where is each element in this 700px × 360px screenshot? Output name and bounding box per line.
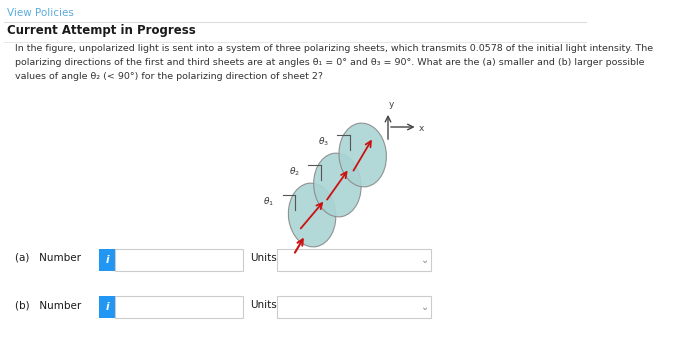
Ellipse shape bbox=[288, 183, 336, 247]
Text: values of angle θ₂ (< 90°) for the polarizing direction of sheet 2?: values of angle θ₂ (< 90°) for the polar… bbox=[15, 72, 323, 81]
Text: y: y bbox=[389, 100, 394, 109]
FancyBboxPatch shape bbox=[115, 296, 243, 318]
FancyBboxPatch shape bbox=[277, 249, 431, 271]
Text: ⌄: ⌄ bbox=[421, 255, 429, 265]
Text: $\theta_3$: $\theta_3$ bbox=[318, 136, 329, 148]
Text: $\theta_1$: $\theta_1$ bbox=[263, 196, 274, 208]
FancyBboxPatch shape bbox=[99, 296, 116, 318]
Text: $\theta_2$: $\theta_2$ bbox=[288, 166, 300, 178]
Text: i: i bbox=[106, 302, 109, 312]
Text: i: i bbox=[106, 255, 109, 265]
Text: View Policies: View Policies bbox=[7, 8, 74, 18]
Text: ⌄: ⌄ bbox=[421, 302, 429, 312]
FancyBboxPatch shape bbox=[115, 249, 243, 271]
Text: polarizing directions of the first and third sheets are at angles θ₁ = 0° and θ₃: polarizing directions of the first and t… bbox=[15, 58, 645, 67]
Text: Units: Units bbox=[251, 300, 277, 310]
Text: (a)   Number: (a) Number bbox=[15, 253, 81, 263]
FancyBboxPatch shape bbox=[277, 296, 431, 318]
FancyBboxPatch shape bbox=[99, 249, 116, 271]
Text: In the figure, unpolarized light is sent into a system of three polarizing sheet: In the figure, unpolarized light is sent… bbox=[15, 44, 653, 53]
Text: (b)   Number: (b) Number bbox=[15, 300, 81, 310]
Ellipse shape bbox=[339, 123, 386, 187]
Ellipse shape bbox=[314, 153, 361, 217]
Text: x: x bbox=[419, 123, 425, 132]
Text: Units: Units bbox=[251, 253, 277, 263]
Text: Current Attempt in Progress: Current Attempt in Progress bbox=[7, 24, 195, 37]
